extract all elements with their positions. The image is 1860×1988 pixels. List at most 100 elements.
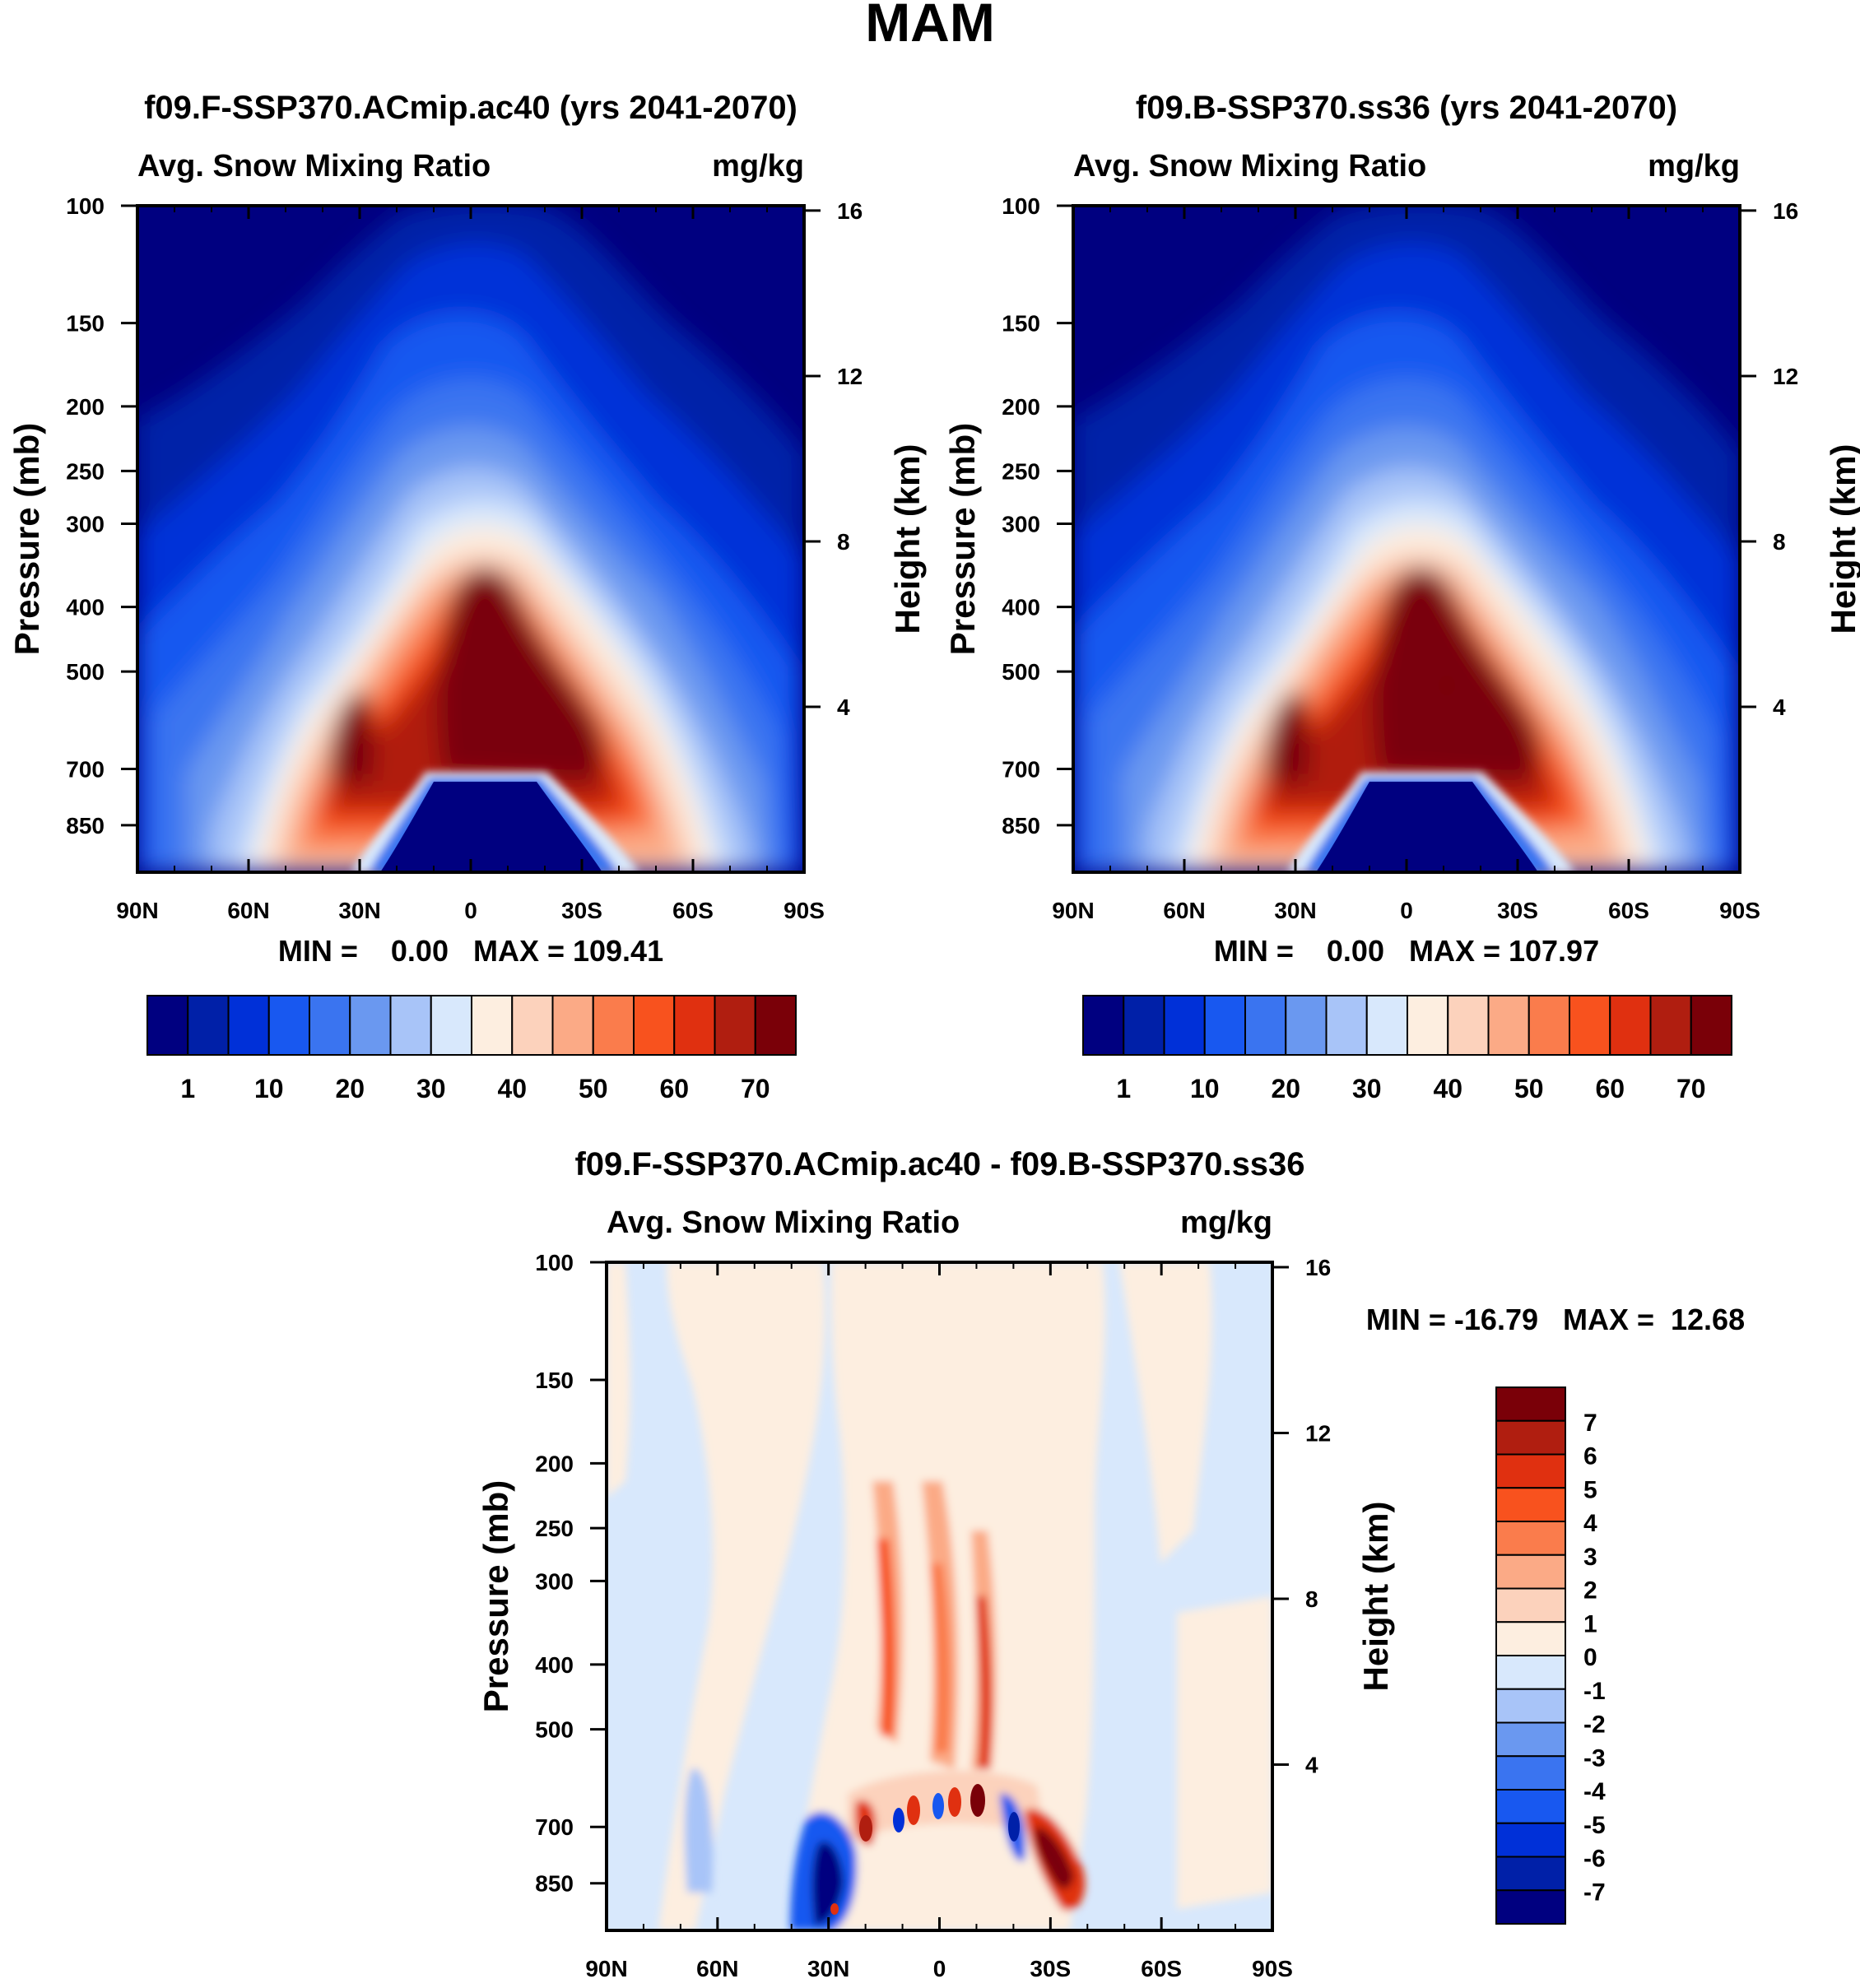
diff-colorbar-label: 7 — [1583, 1410, 1597, 1437]
diff-colorbar-label: -2 — [1583, 1712, 1606, 1739]
left-h-tick-label: 4 — [837, 694, 850, 720]
diff-x-tick-label: 60S — [1141, 1956, 1182, 1981]
left-colorbar-box — [471, 995, 514, 1056]
right-colorbar-box — [1365, 995, 1408, 1056]
diff-h-tick-label: 16 — [1305, 1255, 1331, 1280]
right-colorbar-box — [1325, 995, 1368, 1056]
right-y2-axis-label: Height (km) — [1824, 444, 1860, 634]
panel-left: f09.F-SSP370.ACmip.ac40 (yrs 2041-2070) … — [7, 90, 927, 1103]
left-colorbar-box — [551, 995, 594, 1056]
left-x-tick-label: 60S — [672, 898, 714, 923]
right-colorbar-box — [1082, 995, 1125, 1056]
diff-colorbar-label: -4 — [1583, 1778, 1606, 1805]
right-colorbar-box — [1528, 995, 1570, 1056]
right-p-tick-label: 200 — [1002, 394, 1040, 420]
diff-colorbar-box — [1495, 1688, 1566, 1724]
diff-colorbar-box — [1495, 1856, 1566, 1892]
left-p-tick-label: 100 — [66, 193, 105, 219]
right-p-tick-label: 850 — [1002, 813, 1040, 838]
right-colorbar-box — [1285, 995, 1328, 1056]
right-colorbar-label: 10 — [1190, 1074, 1220, 1103]
right-x-tick-label: 60S — [1608, 898, 1649, 923]
diff-colorbar-label: -7 — [1583, 1879, 1606, 1906]
panel-right-variable: Avg. Snow Mixing Ratio — [1073, 149, 1426, 183]
diff-p-tick-label: 850 — [535, 1871, 574, 1897]
diff-colorbar-box — [1495, 1419, 1566, 1456]
left-colorbar-box — [633, 995, 676, 1056]
diff-colorbar-box — [1495, 1755, 1566, 1791]
panel-left-stats: MIN = 0.00 MAX = 109.41 — [278, 934, 663, 968]
left-x-tick-label: 0 — [464, 898, 477, 923]
right-h-tick-label: 16 — [1773, 198, 1798, 224]
diff-colorbar-label: -6 — [1583, 1846, 1606, 1873]
diff-p-tick-label: 100 — [535, 1250, 574, 1275]
diff-colorbar-label: -1 — [1583, 1678, 1606, 1705]
left-colorbar-box — [267, 995, 310, 1056]
right-colorbar-box — [1487, 995, 1530, 1056]
left-p-tick-label: 200 — [66, 394, 105, 420]
diff-x-tick-label: 30S — [1030, 1956, 1071, 1981]
right-colorbar-box — [1163, 995, 1206, 1056]
left-colorbar-box — [227, 995, 270, 1056]
left-colorbar-box — [714, 995, 756, 1056]
right-colorbar-box — [1609, 995, 1652, 1056]
diff-colorbar-label: 4 — [1583, 1510, 1597, 1537]
right-x-tick-label: 90S — [1719, 898, 1760, 923]
left-x-tick-label: 90N — [116, 898, 158, 923]
left-colorbar-box — [146, 995, 189, 1056]
left-h-tick-label: 16 — [837, 198, 863, 224]
left-x-tick-label: 60N — [227, 898, 269, 923]
right-h-tick-label: 4 — [1773, 694, 1786, 720]
diff-colorbar-label: 2 — [1583, 1577, 1597, 1605]
left-colorbar-label: 60 — [659, 1074, 689, 1103]
right-colorbar-box — [1569, 995, 1611, 1056]
left-colorbar-label: 40 — [497, 1074, 527, 1103]
right-p-tick-label: 300 — [1002, 511, 1040, 536]
panel-diff-stats: MIN = -16.79 MAX = 12.68 — [1366, 1303, 1745, 1336]
diff-x-tick-label: 30N — [807, 1956, 849, 1981]
diff-p-tick-label: 250 — [535, 1516, 574, 1541]
right-colorbar-label: 60 — [1595, 1074, 1625, 1103]
right-y-axis-label: Pressure (mb) — [943, 423, 982, 655]
diff-colorbar-box — [1495, 1487, 1566, 1522]
left-p-tick-label: 300 — [66, 511, 105, 536]
diff-colorbar-label: -3 — [1583, 1744, 1606, 1772]
diff-x-tick-label: 0 — [933, 1956, 946, 1981]
right-colorbar-label: 70 — [1676, 1074, 1706, 1103]
left-colorbar-label: 10 — [254, 1074, 284, 1103]
left-x-tick-label: 90S — [784, 898, 825, 923]
left-colorbar-box — [309, 995, 351, 1056]
right-colorbar-box — [1244, 995, 1287, 1056]
right-colorbar-box — [1123, 995, 1165, 1056]
left-colorbar-label: 50 — [579, 1074, 608, 1103]
panel-diff-variable: Avg. Snow Mixing Ratio — [607, 1205, 960, 1240]
left-colorbar-box — [592, 995, 635, 1056]
left-colorbar-box — [389, 995, 432, 1056]
diff-colorbar-label: 6 — [1583, 1443, 1597, 1470]
right-h-tick-label: 12 — [1773, 364, 1798, 389]
diff-colorbar-box — [1495, 1655, 1566, 1690]
left-colorbar-box — [430, 995, 472, 1056]
diff-p-tick-label: 300 — [535, 1568, 574, 1594]
right-p-tick-label: 400 — [1002, 595, 1040, 620]
right-x-tick-label: 60N — [1163, 898, 1205, 923]
diff-colorbar-label: 5 — [1583, 1476, 1597, 1503]
left-x-tick-label: 30S — [561, 898, 602, 923]
right-p-tick-label: 100 — [1002, 193, 1040, 219]
diff-h-tick-label: 4 — [1305, 1752, 1318, 1777]
panel-left-contour-field — [137, 200, 804, 872]
right-colorbar-label: 1 — [1116, 1074, 1131, 1103]
figure-title: MAM — [865, 0, 995, 53]
left-colorbar-box — [349, 995, 392, 1056]
panel-diff: f09.F-SSP370.ACmip.ac40 - f09.B-SSP370.s… — [477, 1146, 1745, 1981]
diff-colorbar-box — [1495, 1889, 1566, 1925]
panel-right: f09.B-SSP370.ss36 (yrs 2041-2070) Avg. S… — [943, 90, 1860, 1103]
left-colorbar-label: 70 — [741, 1074, 770, 1103]
right-x-tick-label: 0 — [1400, 898, 1413, 923]
right-x-tick-label: 30N — [1274, 898, 1316, 923]
diff-p-tick-label: 400 — [535, 1652, 574, 1678]
left-p-tick-label: 150 — [66, 311, 105, 337]
diff-p-tick-label: 150 — [535, 1368, 574, 1393]
panel-right-units: mg/kg — [1648, 149, 1740, 183]
